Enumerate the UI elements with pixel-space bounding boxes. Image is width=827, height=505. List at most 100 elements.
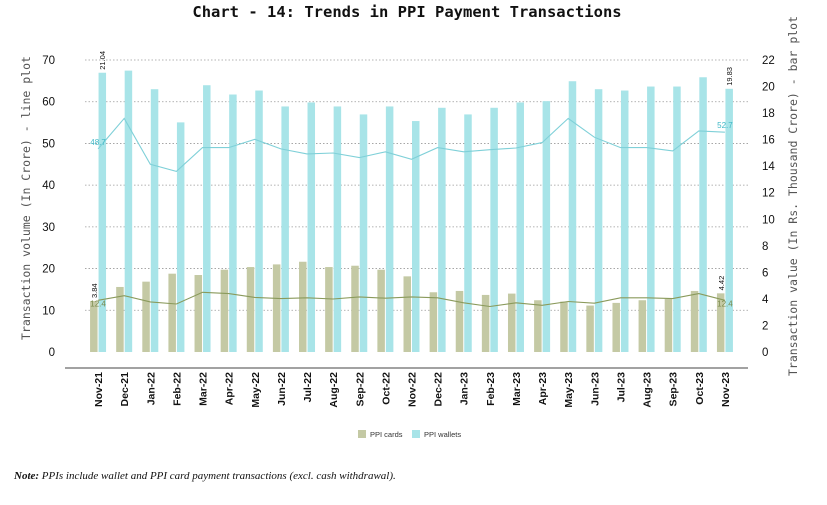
bar-ppi-cards <box>664 298 673 352</box>
bar-ppi-cards <box>325 267 333 352</box>
left-tick-label: 30 <box>42 222 55 234</box>
bar-ppi-wallets <box>725 88 733 352</box>
legend: PPI cards PPI wallets <box>358 430 461 439</box>
bar-ppi-wallets <box>699 77 707 352</box>
x-tick-label: Apr-22 <box>224 372 236 405</box>
bar-ppi-wallets <box>255 90 263 352</box>
x-tick-label: Aug-23 <box>642 372 654 408</box>
legend-swatch-ppi-wallets <box>412 430 420 438</box>
lines-group <box>97 117 726 308</box>
bar-ppi-cards <box>377 269 385 352</box>
legend-label-ppi-wallets: PPI wallets <box>424 430 461 439</box>
footnote: Note: PPIs include wallet and PPI card p… <box>14 470 396 482</box>
data-labels-group: 21.04 19.83 3.84 4.42 48.7 52.7 12.4 12.4 <box>90 51 734 308</box>
bar-ppi-cards <box>586 305 594 352</box>
bar-ppi-wallets <box>620 90 629 352</box>
bar-ppi-cards <box>116 286 124 352</box>
data-label-card-value-last: 4.42 <box>717 276 726 291</box>
bar-ppi-wallets <box>203 85 211 352</box>
right-axis-ticks: 0 2 4 6 8 10 12 14 16 18 20 22 <box>762 55 775 359</box>
right-tick-label: 16 <box>762 135 775 147</box>
x-tick-label: Apr-23 <box>537 372 549 405</box>
x-tick-label: Mar-22 <box>198 372 210 406</box>
bar-ppi-wallets <box>647 86 655 352</box>
bar-ppi-wallets <box>229 94 237 352</box>
bar-ppi-wallets <box>281 106 289 352</box>
bar-ppi-cards <box>142 281 150 352</box>
bar-ppi-cards <box>612 302 620 352</box>
bar-ppi-wallets <box>490 107 498 352</box>
data-label-wallet-volume-first: 48.7 <box>90 138 106 147</box>
left-tick-label: 20 <box>42 264 55 276</box>
legend-swatch-ppi-cards <box>358 430 366 438</box>
left-tick-label: 50 <box>42 138 55 150</box>
x-tick-label: Oct-22 <box>380 372 392 405</box>
x-tick-label: Mar-23 <box>511 372 523 406</box>
bar-ppi-cards <box>220 269 229 352</box>
data-label-wallet-value-first: 21.04 <box>98 51 107 70</box>
gridlines <box>65 59 748 369</box>
right-tick-label: 18 <box>762 108 775 120</box>
x-axis-ticks: Nov-21 Dec-21 Jan-22 Feb-22 Mar-22 Apr-22 May-… <box>93 372 732 408</box>
bar-ppi-cards <box>272 264 281 352</box>
bar-ppi-wallets <box>412 121 420 353</box>
bar-ppi-wallets <box>673 86 681 352</box>
bar-ppi-wallets <box>516 102 524 353</box>
chart-title: Chart - 14: Trends in PPI Payment Transa… <box>192 3 621 21</box>
bar-ppi-wallets <box>150 89 159 352</box>
left-tick-label: 70 <box>42 55 55 67</box>
right-tick-label: 12 <box>762 188 775 200</box>
bar-ppi-wallets <box>594 89 603 352</box>
line-ppi-cards-volume <box>98 291 726 308</box>
x-tick-label: Sep-23 <box>668 372 680 407</box>
line-ppi-wallets-volume <box>97 117 725 173</box>
x-tick-label: Nov-23 <box>720 372 732 407</box>
bar-ppi-cards <box>690 290 699 352</box>
left-tick-label: 40 <box>42 180 55 192</box>
x-tick-label: Nov-21 <box>93 372 105 407</box>
bar-ppi-cards <box>455 290 464 352</box>
footnote-text: PPIs include wallet and PPI card payment… <box>39 470 396 482</box>
right-tick-label: 4 <box>762 294 769 306</box>
right-tick-label: 20 <box>762 82 775 94</box>
bar-ppi-cards <box>638 300 647 352</box>
bar-ppi-wallets <box>98 72 107 352</box>
data-label-card-volume-first: 12.4 <box>90 299 106 308</box>
x-tick-label: Oct-23 <box>694 372 706 405</box>
right-tick-label: 6 <box>762 267 768 279</box>
bar-ppi-cards <box>429 292 438 352</box>
x-tick-label: May-23 <box>563 372 575 408</box>
bar-ppi-wallets <box>124 70 133 353</box>
x-tick-label: May-22 <box>250 372 262 408</box>
bar-ppi-cards <box>716 293 725 352</box>
bar-ppi-cards <box>299 261 307 352</box>
x-tick-label: Jun-23 <box>589 372 601 406</box>
right-tick-label: 14 <box>762 161 775 173</box>
right-tick-label: 22 <box>762 55 775 67</box>
x-tick-label: Dec-22 <box>433 372 445 407</box>
right-tick-label: 2 <box>762 320 768 332</box>
x-tick-label: Aug-22 <box>328 372 340 408</box>
bar-ppi-wallets <box>385 106 394 352</box>
bar-ppi-cards <box>403 276 411 352</box>
bar-ppi-cards <box>507 293 516 352</box>
bar-ppi-cards <box>90 301 98 352</box>
data-label-card-volume-last: 12.4 <box>717 299 733 308</box>
bars-group <box>90 70 733 353</box>
bar-ppi-wallets <box>542 101 551 353</box>
bar-ppi-wallets <box>307 102 316 353</box>
x-tick-label: Jun-22 <box>276 372 288 406</box>
data-label-card-value-first: 3.84 <box>90 283 99 298</box>
right-tick-label: 8 <box>762 241 768 253</box>
x-tick-label: Sep-22 <box>354 372 366 407</box>
x-tick-label: Dec-21 <box>119 372 131 407</box>
bar-ppi-wallets <box>176 122 185 352</box>
bar-ppi-cards <box>168 273 176 352</box>
bar-ppi-cards <box>481 294 490 352</box>
x-tick-label: Feb-22 <box>171 372 183 406</box>
legend-label-ppi-cards: PPI cards <box>370 430 403 439</box>
footnote-prefix: Note: <box>14 470 40 482</box>
left-tick-label: 60 <box>42 97 55 109</box>
x-tick-label: Feb-23 <box>485 372 497 406</box>
x-tick-label: Nov-22 <box>407 372 419 407</box>
